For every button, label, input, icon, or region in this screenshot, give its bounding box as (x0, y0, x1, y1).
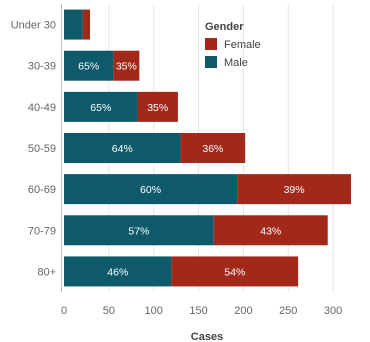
bar-male (64, 91, 138, 122)
bar-data-label: 35% (116, 61, 137, 73)
category-label: 40-49 (28, 102, 56, 114)
bar-female (82, 9, 91, 40)
category-label: 70-79 (28, 225, 56, 237)
bar-data-label: 35% (147, 102, 168, 114)
bar-data-label: 64% (112, 143, 133, 155)
legend-title: Gender (205, 21, 244, 33)
bar-male (64, 174, 238, 205)
x-tick-label: 300 (324, 305, 342, 317)
bar-data-label: 36% (202, 143, 223, 155)
x-tick-label: 0 (61, 305, 67, 317)
category-label: 60-69 (28, 184, 56, 196)
legend-swatch-female (205, 38, 217, 50)
bar-data-label: 54% (224, 266, 245, 278)
x-tick-labels: 0 50 100 150 200 250 300 (61, 305, 342, 317)
category-label: 80+ (37, 266, 56, 278)
legend: Gender Female Male (205, 21, 261, 69)
bar-male (64, 133, 181, 163)
bar-female (237, 174, 352, 205)
bar-data-label: 46% (107, 266, 128, 278)
bar-female (180, 133, 246, 163)
legend-swatch-male (205, 56, 217, 68)
legend-label-male: Male (224, 57, 248, 69)
bar-data-label: 65% (90, 102, 111, 114)
bar-data-label: 65% (78, 61, 99, 73)
bar-female (171, 256, 299, 287)
bar-male (64, 215, 214, 246)
bar-data-label: 60% (140, 184, 161, 196)
x-tick-label: 200 (234, 305, 252, 317)
x-axis-title: Cases (191, 331, 223, 342)
bar-data-label: 43% (260, 225, 281, 237)
x-tick-label: 250 (279, 305, 297, 317)
category-label: 50-59 (28, 143, 56, 155)
bar-data-label: 39% (284, 184, 305, 196)
bars: 65% 35% 65% 35% 64% 36% 60% 39% 57% 43% 46% 54% (64, 9, 352, 287)
x-tick-label: 150 (189, 305, 207, 317)
bar-male (64, 256, 172, 287)
bar-female (137, 91, 178, 122)
bar-male (64, 50, 114, 81)
bar-data-label: 57% (128, 225, 149, 237)
category-labels: Under 30 30-39 40-49 50-59 60-69 70-79 80+ (11, 20, 56, 279)
bar-male (64, 9, 83, 40)
bar-female (113, 50, 140, 81)
category-label: 30-39 (28, 61, 56, 73)
x-tick-label: 50 (103, 305, 115, 317)
bar-female (213, 215, 328, 246)
x-tick-label: 100 (145, 305, 163, 317)
category-label: Under 30 (11, 20, 56, 32)
legend-label-female: Female (224, 39, 261, 51)
